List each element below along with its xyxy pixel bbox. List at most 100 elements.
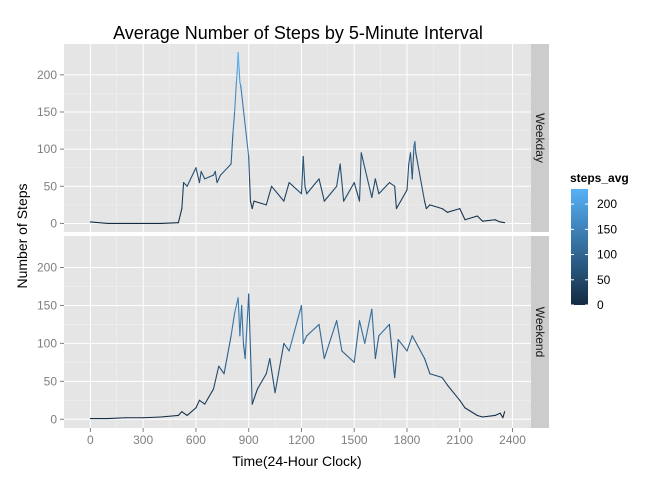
- chart-title: Average Number of Steps by 5-Minute Inte…: [113, 23, 483, 43]
- weekday-line-segment: [283, 182, 290, 202]
- panel-weekend-grid: [64, 236, 531, 428]
- weekend-line-segment: [353, 320, 361, 363]
- x-axis-ticks: 0 300 600 900 1200 1500 1800 2100 2400: [87, 428, 526, 447]
- weekend-line-segment: [300, 304, 304, 344]
- weekday-line-segment: [388, 182, 396, 187]
- weekday-line-segment: [186, 167, 197, 187]
- weekend-line-segment: [499, 412, 504, 419]
- panel-weekday-grid: [64, 44, 531, 232]
- weekday-line-segment: [198, 170, 202, 184]
- weekend-line-segment: [142, 416, 162, 419]
- weekend-line-segment: [195, 399, 200, 409]
- y-axis-title: Number of Steps: [14, 183, 30, 288]
- weekday-line-segment: [271, 185, 285, 202]
- weekday-line-segment: [237, 51, 240, 68]
- weekend-line-segment: [218, 365, 225, 375]
- strip-weekend-label: Weekend: [533, 307, 547, 357]
- weekday-line-segment: [253, 200, 267, 206]
- x-tick-label: 1500: [341, 433, 368, 447]
- weekday-line-segment: [394, 185, 397, 210]
- weekend-line-segment: [237, 297, 241, 337]
- weekday-line-segment: [464, 215, 478, 221]
- weekday-line-segment: [371, 178, 376, 198]
- weekend-line-segment: [223, 335, 232, 375]
- x-tick-label: 900: [239, 433, 259, 447]
- x-tick-label: 300: [133, 433, 153, 447]
- x-tick-label: 1200: [288, 433, 315, 447]
- weekday-line-segment: [374, 178, 380, 195]
- x-tick-label: 600: [186, 433, 206, 447]
- weekend-line-segment: [406, 335, 413, 352]
- weekend-line-segment: [394, 339, 399, 379]
- weekday-line-segment: [395, 189, 408, 210]
- weekday-line-segment: [248, 156, 251, 180]
- weekend-line-segment: [244, 293, 250, 360]
- y-tick-label: 0: [50, 216, 57, 230]
- weekend-line-segment: [459, 399, 466, 409]
- panel-weekend: Weekend: [64, 236, 549, 428]
- weekday-line-segment: [343, 182, 355, 202]
- weekday-series-segments: [89, 51, 506, 225]
- weekend-line-segment: [306, 323, 320, 337]
- strip-weekday-background: [531, 44, 549, 232]
- weekday-line-segment: [358, 152, 362, 202]
- weekday-line-segment: [214, 170, 218, 184]
- weekend-line-segment: [107, 417, 127, 420]
- x-tick-label: 0: [87, 433, 94, 447]
- weekend-line-segment: [274, 342, 285, 394]
- y-tick-label: 50: [44, 374, 58, 388]
- weekday-line-segment: [441, 208, 449, 213]
- weekend-line-segment: [160, 414, 179, 418]
- weekend-line-segment: [424, 358, 431, 375]
- weekday-line-segment: [230, 133, 234, 165]
- weekday-line-segment: [429, 204, 443, 210]
- weekend-line-segment: [336, 320, 343, 352]
- weekend-line-segment: [364, 308, 373, 344]
- y-tick-label: 0: [50, 412, 57, 426]
- weekend-line-segment: [283, 342, 290, 352]
- weekday-line-segment: [425, 204, 431, 210]
- weekend-line-segment: [388, 323, 396, 379]
- y-tick-label: 150: [37, 298, 57, 312]
- weekday-line-segment: [411, 144, 415, 180]
- y-tick-label: 200: [37, 68, 57, 82]
- weekend-line-segment: [446, 384, 461, 401]
- weekday-line-segment: [238, 66, 241, 83]
- y-tick-label: 100: [37, 142, 57, 156]
- weekend-line-segment: [181, 411, 188, 417]
- weekday-line-segment: [482, 219, 496, 222]
- weekday-line-segment: [306, 178, 320, 195]
- weekend-line-segment: [397, 339, 408, 352]
- weekend-line-segment: [251, 388, 259, 405]
- weekday-line-segment: [336, 163, 341, 187]
- weekday-line-segment: [459, 208, 466, 221]
- weekday-line-segment: [265, 185, 273, 206]
- weekday-line-segment: [378, 182, 390, 195]
- x-axis-title: Time(24-Hour Clock): [232, 453, 361, 469]
- weekday-line-segment: [339, 163, 345, 202]
- weekend-line-segment: [371, 308, 376, 360]
- weekday-line-segment: [249, 178, 251, 202]
- weekend-line-segment: [212, 365, 220, 390]
- weekend-line-segment: [318, 323, 325, 360]
- x-tick-label: 2400: [499, 433, 526, 447]
- x-tick-label: 1800: [394, 433, 421, 447]
- weekend-line-segment: [374, 335, 380, 360]
- weekday-line-segment: [183, 182, 188, 187]
- weekday-line-segment: [239, 81, 242, 87]
- weekday-line-segment: [476, 215, 484, 222]
- weekend-line-segment: [429, 373, 443, 379]
- weekend-line-segment: [323, 320, 338, 360]
- y-tick-label: 200: [37, 260, 57, 274]
- y-tick-label: 100: [37, 336, 57, 350]
- y-tick-label: 50: [44, 179, 58, 193]
- y-axis-ticks-weekend: 0 50 100 150 200: [37, 260, 64, 426]
- weekday-line-segment: [232, 111, 236, 135]
- weekday-line-segment: [302, 156, 306, 187]
- panel-weekend-background: [64, 236, 531, 428]
- weekend-line-segment: [464, 407, 478, 417]
- weekday-line-segment: [160, 222, 179, 225]
- weekday-line-segment: [424, 200, 427, 210]
- weekday-line-segment: [360, 152, 373, 198]
- weekday-line-segment: [446, 208, 461, 213]
